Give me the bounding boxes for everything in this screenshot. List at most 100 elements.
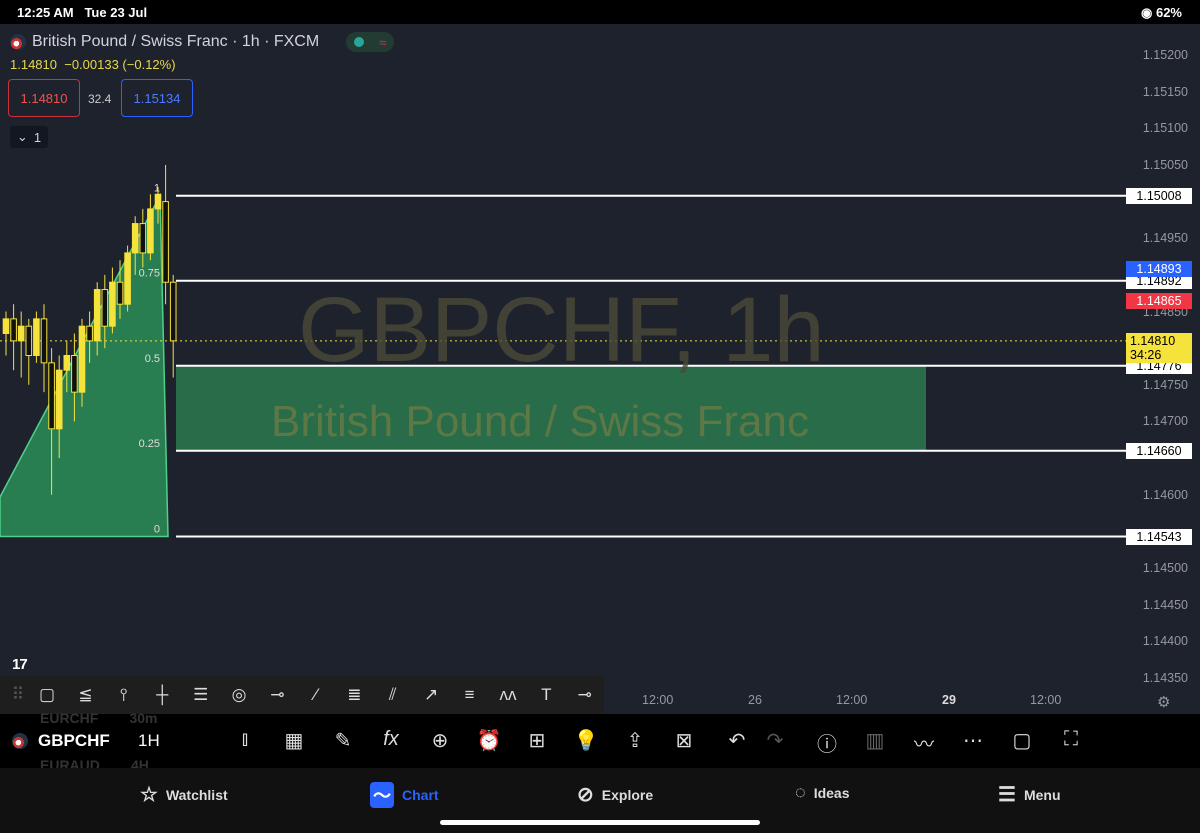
- candle-body: [147, 208, 154, 254]
- hamburger-icon: ☰: [998, 784, 1016, 806]
- candle-body: [33, 318, 40, 357]
- time-label: 26: [748, 693, 762, 707]
- cross-line-tool-icon[interactable]: ┼: [156, 685, 169, 704]
- share-icon[interactable]: ⇪: [626, 730, 644, 752]
- candle-body: [139, 223, 147, 254]
- trend-line-tool-icon[interactable]: ⁄: [314, 685, 318, 704]
- fib-level-label: 0: [154, 524, 160, 536]
- sell-button[interactable]: 1.14810: [8, 79, 80, 117]
- chart-canvas[interactable]: 1 0.75 0.5 0.25 0: [0, 0, 1200, 714]
- target-zone: [176, 365, 926, 451]
- fib-level-label: 1: [154, 183, 160, 195]
- clock: 12:25 AM Tue 23 Jul: [17, 5, 148, 20]
- tradingview-logo: 17: [12, 656, 28, 673]
- price-tick: 1.15100: [1142, 121, 1188, 136]
- layout-grid-icon[interactable]: ⊞: [528, 730, 546, 752]
- abcd-pattern-tool-icon[interactable]: ʌʌ: [499, 685, 517, 704]
- chart-type-icon[interactable]: ⫾: [241, 728, 249, 750]
- bulb-icon: ◌: [795, 782, 806, 802]
- circle-tool-icon[interactable]: ◎: [231, 685, 247, 704]
- candle-body: [63, 355, 71, 371]
- bid-price-tag: 1.14865: [1126, 292, 1192, 309]
- price-tick: 1.14350: [1142, 670, 1188, 685]
- candle-body: [124, 252, 131, 305]
- spread: 32.4: [88, 92, 112, 106]
- date-range-icon[interactable]: ▦: [284, 730, 304, 752]
- redo-icon[interactable]: ↷: [766, 730, 784, 752]
- window-icon[interactable]: ▢: [1012, 730, 1032, 752]
- settings-icon[interactable]: ⚙: [1157, 694, 1171, 711]
- watermark-symbol: GBPCHF, 1h: [298, 279, 825, 381]
- horizontal-ray-tool-icon[interactable]: ⊸: [270, 685, 285, 704]
- nav-ideas[interactable]: ◌ Ideas: [795, 782, 850, 802]
- indicators-toggle[interactable]: ⌄ 1: [10, 126, 48, 148]
- drawing-pen-icon[interactable]: ✎: [334, 730, 352, 752]
- price-tick: 1.14600: [1142, 487, 1188, 502]
- rectangle-tool-icon[interactable]: ▢: [39, 685, 56, 704]
- undo-icon[interactable]: ↶: [728, 730, 746, 752]
- vertical-line-tool-icon[interactable]: ⫯: [120, 685, 128, 704]
- time-label: 12:00: [642, 693, 674, 707]
- candle-body: [116, 281, 124, 305]
- horizontal-line-tool-icon[interactable]: ⊸: [577, 685, 592, 704]
- buy-button[interactable]: 1.15134: [121, 79, 193, 117]
- bars-icon[interactable]: ▥: [865, 730, 885, 752]
- price-tick: 1.15150: [1142, 84, 1188, 99]
- nav-watchlist[interactable]: ☆ Watchlist: [140, 784, 228, 806]
- add-icon[interactable]: ⊕: [431, 730, 449, 752]
- candle-body: [154, 193, 162, 210]
- candle-body: [25, 325, 33, 357]
- fullscreen-icon[interactable]: ⛶: [1064, 728, 1078, 750]
- price-tick: 1.14450: [1142, 597, 1188, 612]
- chevron-down-icon: ⌄: [16, 129, 28, 144]
- parallel-channel-tool-icon[interactable]: ≣: [347, 685, 362, 704]
- nav-explore[interactable]: ⊘ Explore: [577, 784, 654, 806]
- ghost-symbol: EURCHF 30m: [40, 710, 158, 726]
- symbol-title[interactable]: British Pound / Swiss Franc · 1h · FXCM: [10, 33, 319, 51]
- compass-icon: ⊘: [577, 784, 594, 806]
- price-tick: 1.14950: [1142, 231, 1188, 246]
- fib-price-tag: 1.14660: [1126, 442, 1192, 459]
- drawing-toolbar: ⠿ ▢ ≦ ⫯ ┼ ☰ ◎ ⊸ ⁄ ≣ ⫽ ↗ ≡ ʌʌ T ⊸: [0, 676, 604, 714]
- ideas-bulb-icon[interactable]: 💡: [573, 730, 599, 752]
- time-label: 12:00: [836, 693, 868, 707]
- chart-icon: 〜: [370, 782, 394, 808]
- drag-handle[interactable]: ⠿: [11, 685, 25, 704]
- fib-retracement-tool-icon[interactable]: ≦: [78, 685, 93, 704]
- compare-icon[interactable]: 〰: [914, 734, 934, 756]
- price-tick: 1.15200: [1142, 48, 1188, 62]
- clear-drawings-icon[interactable]: ⊠: [675, 730, 693, 752]
- last-price-tag: 1.14810 34:26: [1126, 332, 1192, 363]
- flag-icon: [12, 733, 28, 749]
- candle-body: [17, 325, 25, 342]
- price-tick: 1.14750: [1142, 377, 1188, 392]
- candle-body: [2, 318, 10, 335]
- fib-channel-tool-icon[interactable]: ≡: [464, 685, 475, 704]
- time-label: 12:00: [1030, 693, 1062, 707]
- price-tick: 1.14400: [1142, 634, 1188, 649]
- star-icon: ☆: [140, 784, 158, 806]
- status-bar: 12:25 AM Tue 23 Jul ◉ 62%: [0, 0, 1200, 24]
- nav-chart[interactable]: 〜 Chart: [370, 782, 439, 808]
- candle-body: [48, 362, 55, 430]
- symbol-selector[interactable]: GBPCHF: [38, 731, 110, 750]
- pitchfork-tool-icon[interactable]: ⫽: [388, 685, 397, 704]
- candle-body: [131, 223, 139, 254]
- horizontal-lines-tool-icon[interactable]: ☰: [193, 685, 209, 704]
- home-indicator[interactable]: [440, 820, 760, 825]
- alert-icon[interactable]: ⏰: [476, 730, 502, 752]
- price-tick: 1.14500: [1142, 561, 1188, 576]
- nav-menu[interactable]: ☰ Menu: [998, 784, 1061, 806]
- candle-body: [109, 281, 116, 327]
- candle-body: [40, 318, 48, 364]
- more-icon[interactable]: ⋯: [963, 730, 983, 752]
- candle-body: [101, 289, 109, 327]
- fib-price-tag: 1.14543: [1126, 528, 1192, 545]
- info-icon[interactable]: ⓘ: [817, 734, 837, 756]
- resolution-selector[interactable]: 1H: [138, 731, 160, 750]
- path-tool-icon[interactable]: ↗: [424, 685, 439, 704]
- indicators-icon[interactable]: fx: [383, 728, 399, 750]
- price-tick: 1.14700: [1142, 414, 1188, 429]
- market-status[interactable]: ≈: [346, 32, 394, 52]
- text-tool-icon[interactable]: T: [541, 685, 552, 704]
